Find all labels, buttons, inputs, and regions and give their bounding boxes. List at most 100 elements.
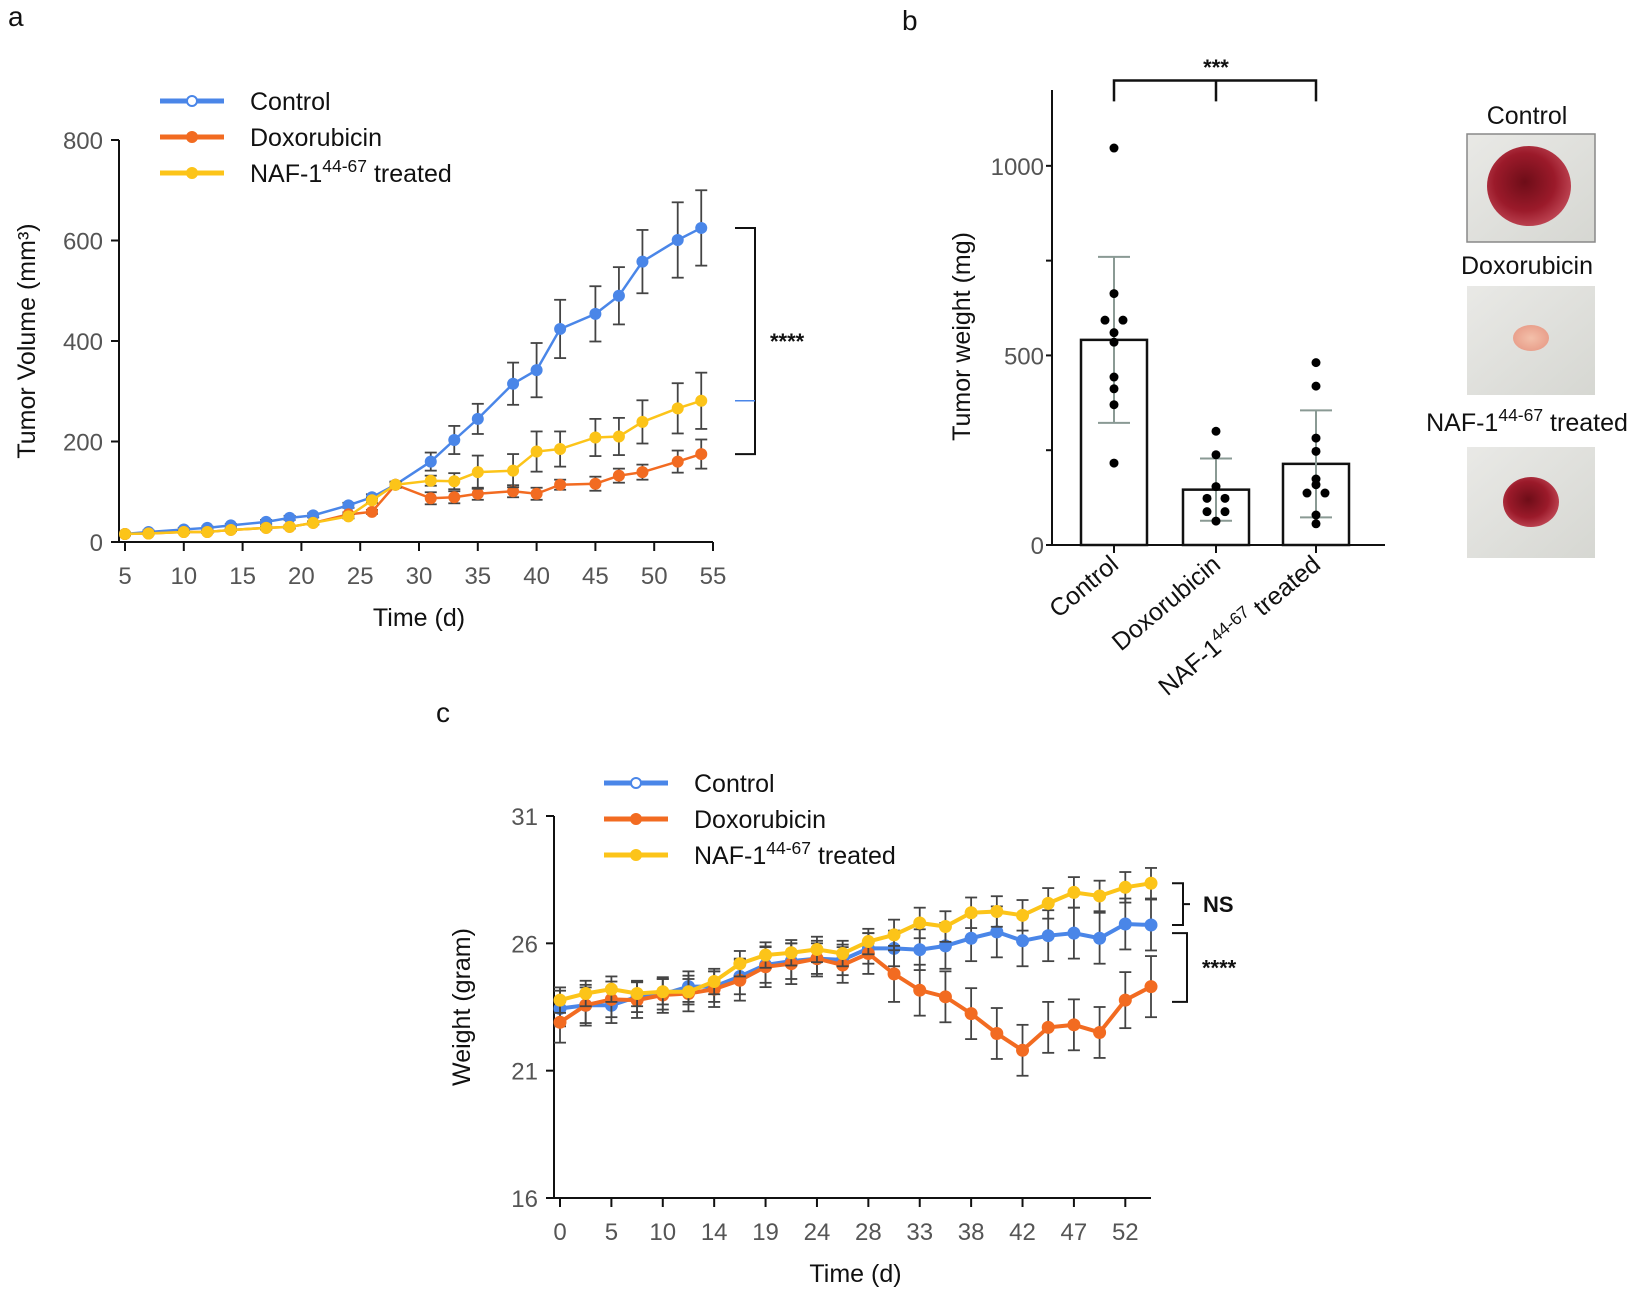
- data-point: [1302, 488, 1312, 498]
- data-point: [507, 485, 520, 498]
- data-point: [1067, 1018, 1081, 1032]
- data-point: [530, 445, 543, 458]
- y-axis-label: Tumor Volume (mm³): [13, 223, 41, 458]
- data-point: [784, 946, 798, 960]
- series-naf: [119, 371, 708, 540]
- data-point: [1311, 433, 1321, 443]
- legend-marker: [186, 167, 198, 179]
- tumor-image: [1487, 146, 1571, 226]
- x-tick-label: 45: [582, 563, 609, 590]
- data-point: [1211, 426, 1221, 436]
- data-point: [887, 967, 901, 981]
- y-tick-label: 26: [511, 931, 538, 958]
- data-point: [1211, 516, 1221, 526]
- data-point: [707, 975, 721, 989]
- x-tick-label: Control: [1044, 550, 1124, 623]
- data-point: [759, 948, 773, 962]
- data-point: [507, 377, 520, 390]
- data-point: [424, 492, 437, 505]
- data-point: [913, 943, 927, 957]
- data-point: [612, 430, 625, 443]
- data-point: [1016, 934, 1030, 948]
- data-point: [589, 431, 602, 444]
- data-point: [554, 443, 567, 456]
- y-axis-label: Tumor weight (mg): [948, 232, 976, 441]
- data-point: [224, 523, 237, 536]
- data-point: [1311, 519, 1321, 529]
- series-control: [553, 897, 1158, 1028]
- x-tick-label: 15: [229, 563, 256, 590]
- legend-marker: [630, 813, 642, 825]
- data-point: [142, 527, 155, 540]
- data-point: [589, 307, 602, 320]
- x-tick-label: 19: [752, 1219, 779, 1246]
- data-point: [604, 982, 618, 996]
- data-point: [636, 466, 649, 479]
- data-point: [553, 1015, 567, 1029]
- data-point: [1211, 450, 1221, 460]
- data-point: [424, 455, 437, 468]
- data-point: [530, 364, 543, 377]
- data-point: [1041, 929, 1055, 943]
- data-point: [1067, 926, 1081, 940]
- data-point: [612, 469, 625, 482]
- data-point: [1220, 493, 1230, 503]
- data-point: [448, 433, 461, 446]
- x-tick-label: 33: [906, 1219, 933, 1246]
- data-point: [1220, 507, 1230, 517]
- data-point: [1016, 1043, 1030, 1057]
- data-point: [964, 1007, 978, 1021]
- data-point: [990, 905, 1004, 918]
- data-point: [389, 478, 402, 491]
- data-point: [1041, 1020, 1055, 1034]
- series-naf: [553, 867, 1158, 1014]
- chart-a-tumor-volume: 0 200 400 600 800 5 10 15 20 25 30 35 40 45 50 55 Time (…: [13, 88, 805, 632]
- data-point: [579, 987, 593, 1001]
- data-point: [1144, 918, 1158, 932]
- photo-label: Control: [1487, 102, 1568, 130]
- series-line: [124, 452, 702, 536]
- x-tick-label: 55: [700, 563, 727, 590]
- y-tick-label: 500: [1004, 343, 1044, 370]
- data-point: [283, 520, 296, 533]
- x-tick-label: 42: [1009, 1219, 1036, 1246]
- data-point: [938, 920, 952, 934]
- significance-label: ****: [1202, 956, 1237, 981]
- data-point: [1093, 1025, 1107, 1039]
- data-point: [1109, 328, 1119, 338]
- data-point: [938, 990, 952, 1004]
- data-point: [554, 322, 567, 335]
- significance-bracket: [735, 226, 756, 456]
- data-point: [1016, 908, 1030, 922]
- data-point: [1320, 488, 1330, 498]
- legend-marker: [186, 131, 198, 143]
- y-tick-label: 0: [90, 530, 103, 557]
- photo-label: Doxorubicin: [1461, 252, 1593, 280]
- data-point: [1311, 510, 1321, 520]
- significance-bracket: [1112, 79, 1318, 102]
- data-point: [471, 487, 484, 500]
- x-tick-label: 24: [804, 1219, 831, 1246]
- series-line: [559, 881, 1152, 1003]
- y-tick-label: 0: [1031, 533, 1044, 560]
- x-tick-label: 40: [523, 563, 550, 590]
- tumor-photos: Control Doxorubicin NAF-144-67 treated: [1426, 102, 1628, 558]
- data-point: [119, 527, 131, 540]
- legend-marker: [630, 849, 642, 861]
- data-point: [695, 394, 708, 407]
- x-tick-label: 30: [406, 563, 433, 590]
- series-line: [124, 226, 702, 536]
- data-point: [1100, 315, 1110, 325]
- x-tick-label: 50: [641, 563, 668, 590]
- data-point: [636, 255, 649, 268]
- data-point: [1118, 917, 1132, 931]
- data-point: [1311, 446, 1321, 456]
- data-point: [1109, 337, 1119, 347]
- y-tick-label: 31: [511, 804, 538, 831]
- y-tick-label: 400: [63, 329, 103, 356]
- data-point: [671, 402, 684, 415]
- series-control: [119, 189, 708, 540]
- x-tick-label: 35: [464, 563, 491, 590]
- data-point: [1109, 400, 1119, 410]
